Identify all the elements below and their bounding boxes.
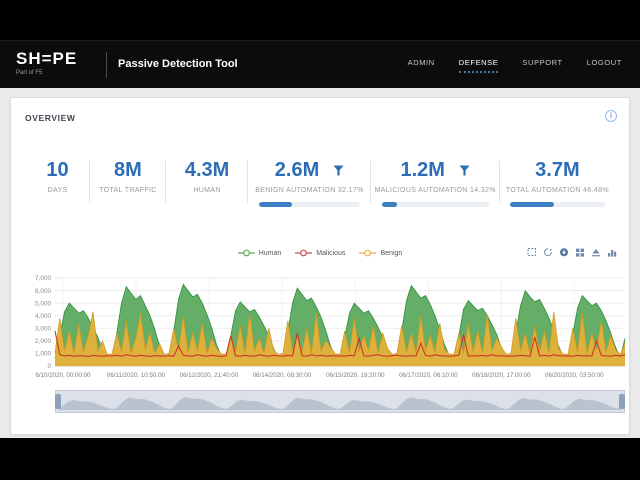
svg-text:2,000: 2,000 [35, 338, 51, 345]
overview-panel: OVERVIEW i 10 DAYS 8M TOTAL TRAFFIC 4.3M… [10, 97, 630, 435]
header-divider [106, 52, 107, 78]
legend-marker-icon [237, 249, 255, 257]
malicious-progress-track [381, 202, 489, 207]
stat-human-label: HUMAN [193, 187, 221, 194]
stat-malicious-automation-value: 1.2M [400, 158, 445, 181]
funnel-icon[interactable] [459, 165, 470, 176]
stat-total-traffic-label: TOTAL TRAFFIC [99, 187, 157, 194]
svg-text:06/12/2020, 21:40:00: 06/12/2020, 21:40:00 [180, 372, 239, 379]
benign-progress-fill [259, 202, 292, 207]
brand-logo-subtext: Part of F5 [16, 70, 43, 76]
legend-item-benign[interactable]: Benign [359, 249, 402, 257]
bar-chart-icon[interactable] [607, 247, 617, 257]
stat-malicious-automation: 1.2M MALICIOUS AUTOMATION 14.32% [371, 158, 501, 207]
nav-item-admin[interactable]: ADMIN [407, 57, 435, 67]
svg-text:4,000: 4,000 [35, 313, 51, 320]
brand-logo-text: SH=PE [16, 49, 78, 68]
svg-text:6,000: 6,000 [35, 288, 51, 295]
stat-total-traffic: 8M TOTAL TRAFFIC [90, 158, 166, 207]
info-icon[interactable]: i [605, 110, 617, 122]
svg-text:0: 0 [47, 363, 51, 370]
legend-marker-icon [295, 249, 313, 257]
stats-row: 10 DAYS 8M TOTAL TRAFFIC 4.3M HUMAN 2.6M… [25, 158, 615, 207]
svg-text:06/20/2020, 03:50:00: 06/20/2020, 03:50:00 [545, 372, 604, 379]
chart-legend: Human Malicious Benign [11, 249, 629, 257]
svg-text:6/10/2020, 00:00:00: 6/10/2020, 00:00:00 [35, 372, 91, 379]
zoom-select-icon[interactable] [527, 247, 537, 257]
benign-progress-track [259, 202, 360, 207]
datazoom-svg[interactable] [55, 390, 625, 413]
svg-text:06/18/2020, 17:00:00: 06/18/2020, 17:00:00 [472, 372, 531, 379]
bottom-letterbox [0, 438, 640, 480]
app-header: SH=PE Part of F5 Passive Detection Tool … [0, 40, 640, 88]
legend-item-human[interactable]: Human [237, 249, 281, 257]
datazoom-right-handle [619, 394, 625, 409]
brand-logo[interactable]: SH=PE Part of F5 [16, 50, 77, 76]
export-icon[interactable] [591, 247, 601, 257]
stat-total-automation: 3.7M TOTAL AUTOMATION 46.48% [500, 158, 615, 207]
page-title: Passive Detection Tool [118, 58, 238, 70]
svg-text:06/17/2020, 06:10:00: 06/17/2020, 06:10:00 [399, 372, 458, 379]
stat-human: 4.3M HUMAN [166, 158, 249, 207]
data-view-icon[interactable] [575, 247, 585, 257]
restore-icon[interactable] [543, 247, 553, 257]
nav-item-defense[interactable]: DEFENSE [458, 58, 499, 73]
stat-days-value: 10 [46, 158, 69, 181]
svg-text:06/15/2020, 19:20:00: 06/15/2020, 19:20:00 [326, 372, 385, 379]
stat-total-automation-label: TOTAL AUTOMATION 46.48% [505, 187, 609, 194]
traffic-chart-svg[interactable]: 0 1,000 2,000 3,000 4,000 5,000 6,000 7,000 6/10… [19, 270, 631, 388]
stat-benign-automation-value: 2.6M [274, 158, 320, 181]
svg-text:7,000: 7,000 [35, 275, 51, 282]
svg-text:1,000: 1,000 [35, 351, 51, 358]
stat-total-traffic-value: 8M [114, 158, 142, 181]
stat-benign-automation-label: BENIGN AUTOMATION 32.17% [255, 187, 364, 194]
stat-malicious-automation-label: MALICIOUS AUTOMATION 14.32% [374, 187, 496, 194]
funnel-icon[interactable] [333, 165, 344, 176]
save-image-icon[interactable] [559, 247, 569, 257]
legend-marker-icon [359, 249, 377, 257]
nav-item-support[interactable]: SUPPORT [522, 57, 563, 67]
overview-title: OVERVIEW [25, 113, 76, 123]
svg-text:06/11/2020, 10:50:00: 06/11/2020, 10:50:00 [107, 372, 166, 379]
stat-days: 10 DAYS [25, 158, 91, 207]
total-progress-track [510, 202, 605, 207]
stat-human-value: 4.3M [184, 158, 230, 181]
svg-text:5,000: 5,000 [35, 300, 51, 307]
legend-item-malicious[interactable]: Malicious [295, 249, 345, 257]
top-nav: ADMIN DEFENSE SUPPORT LOGOUT [408, 41, 622, 89]
nav-item-logout[interactable]: LOGOUT [586, 57, 622, 67]
datazoom-left-handle [55, 394, 61, 409]
svg-text:06/14/2020, 08:30:00: 06/14/2020, 08:30:00 [253, 372, 312, 379]
chart-toolbox [527, 247, 617, 257]
stat-benign-automation: 2.6M BENIGN AUTOMATION 32.17% [248, 158, 371, 207]
stat-total-automation-value: 3.7M [535, 158, 580, 181]
malicious-progress-fill [381, 202, 398, 207]
svg-text:3,000: 3,000 [35, 325, 51, 332]
stat-days-label: DAYS [47, 187, 68, 194]
total-progress-fill [510, 202, 555, 207]
